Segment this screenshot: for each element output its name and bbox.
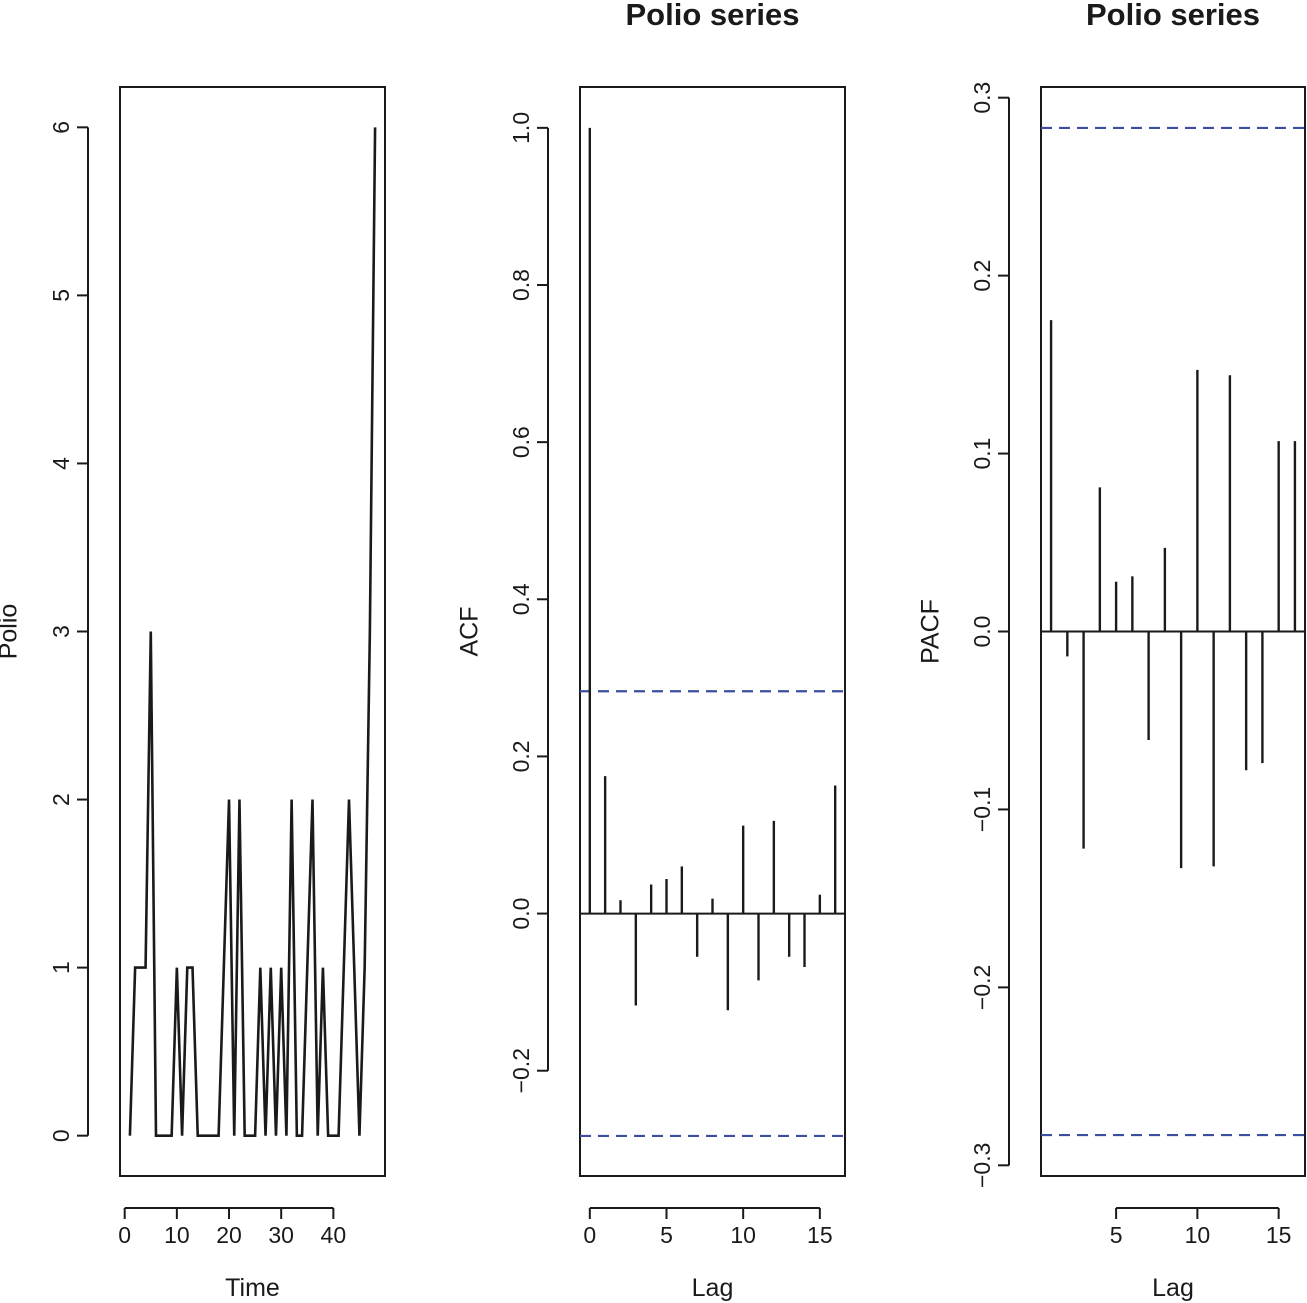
y-tick-label: 0.2 [508, 740, 534, 772]
y-tick-label: 0.1 [969, 438, 995, 470]
x-axis: 0 5 10 15 [583, 1207, 833, 1248]
y-tick-label: 1 [48, 961, 74, 974]
x-tick-label: 30 [268, 1222, 294, 1248]
x-axis-title: Time [225, 1274, 280, 1302]
y-axis: −0.2 0.0 0.2 0.4 0.6 0.8 1.0 [508, 112, 549, 1093]
y-tick-label: 0.6 [508, 426, 534, 458]
chart-title: Polio series [1086, 0, 1260, 32]
y-tick-label: 3 [48, 625, 74, 638]
x-tick-label: 0 [118, 1222, 131, 1248]
y-tick-label: 0.0 [508, 898, 534, 930]
x-axis: 5 10 15 [1110, 1207, 1292, 1248]
plot-frame [119, 86, 386, 1177]
x-tick-label: 0 [583, 1222, 596, 1248]
x-tick-label: 15 [1266, 1222, 1292, 1248]
y-tick-label: 0 [48, 1129, 74, 1142]
series-line [128, 127, 377, 1137]
y-tick-label: 5 [48, 289, 74, 302]
x-tick-label: 10 [1185, 1222, 1211, 1248]
x-tick-label: 20 [216, 1222, 242, 1248]
x-axis: 0 10 20 30 40 [118, 1207, 347, 1248]
acf-panel: −0.2 0.0 0.2 0.4 0.6 0.8 1.0 0 5 10 15 Lag ACF Polio … [456, 0, 846, 1302]
y-tick-label: 2 [48, 793, 74, 806]
y-tick-label: 1.0 [508, 112, 534, 144]
time-series-panel: 0 1 2 3 4 5 6 0 10 20 30 40 Time Polio [0, 86, 386, 1302]
y-tick-label: 0.8 [508, 269, 534, 301]
y-axis-title: PACF [917, 599, 945, 664]
x-tick-label: 5 [660, 1222, 673, 1248]
y-tick-label: 0.4 [508, 583, 534, 615]
y-axis: 0 1 2 3 4 5 6 [48, 121, 89, 1142]
pacf-panel: −0.3 −0.2 −0.1 0.0 0.1 0.2 0.3 5 10 15 Lag PACF Poli… [917, 0, 1306, 1302]
x-axis-title: Lag [692, 1274, 734, 1302]
y-tick-label: −0.2 [969, 965, 995, 1010]
x-tick-label: 40 [321, 1222, 347, 1248]
y-tick-label: 0.3 [969, 82, 995, 114]
plot-frame [579, 86, 846, 1177]
y-tick-label: −0.1 [969, 787, 995, 832]
y-tick-label: −0.3 [969, 1143, 995, 1188]
y-tick-label: −0.2 [508, 1048, 534, 1093]
y-tick-label: 4 [48, 457, 74, 470]
x-tick-label: 10 [730, 1222, 756, 1248]
y-tick-label: 6 [48, 121, 74, 134]
x-tick-label: 10 [164, 1222, 190, 1248]
x-axis-title: Lag [1152, 1274, 1194, 1302]
y-tick-label: 0.2 [969, 260, 995, 292]
x-tick-label: 15 [807, 1222, 833, 1248]
y-axis-title: Polio [0, 604, 23, 660]
x-tick-label: 5 [1110, 1222, 1123, 1248]
chart-title: Polio series [625, 0, 799, 32]
y-axis: −0.3 −0.2 −0.1 0.0 0.1 0.2 0.3 [969, 82, 1010, 1188]
y-axis-title: ACF [456, 607, 484, 657]
y-tick-label: 0.0 [969, 616, 995, 648]
